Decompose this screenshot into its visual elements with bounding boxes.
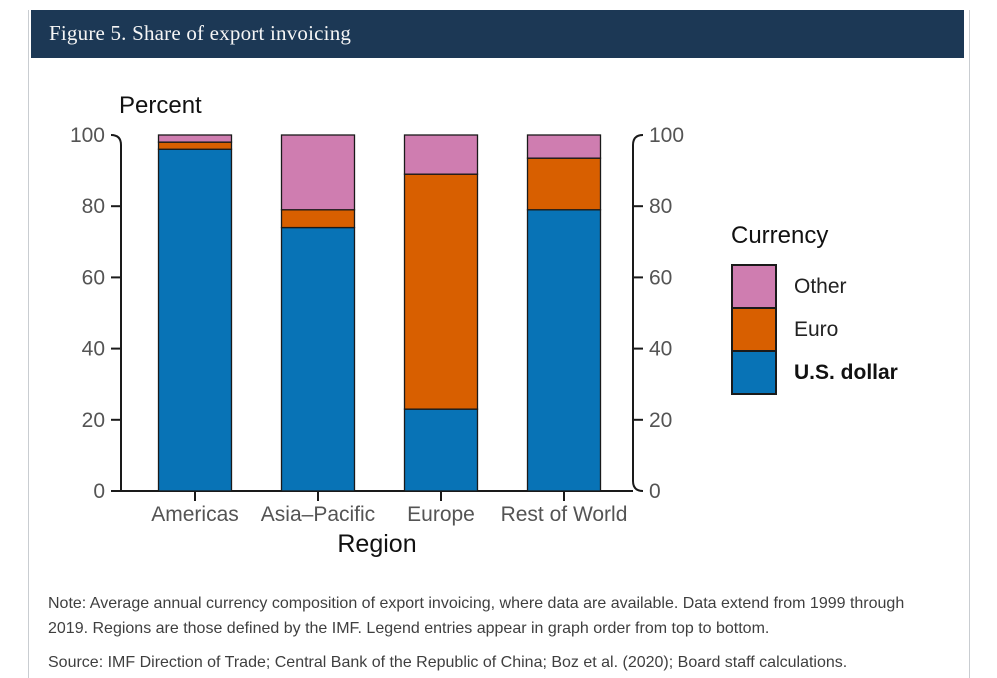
y-axis-right [632, 134, 644, 492]
legend-swatch-euro [731, 307, 777, 352]
bar-segment-americas-euro [157, 141, 233, 150]
y-tick-label-right: 80 [649, 195, 672, 218]
export-invoicing-chart: Percent 0 0 20 20 40 40 60 60 80 80 100 100 Americas A… [70, 92, 684, 558]
bar-segment-rest-of-world-other [526, 134, 602, 159]
y-axis-left [110, 134, 122, 491]
y-tick-label-left: 80 [82, 195, 105, 218]
legend-swatch-u-s-dollar [731, 350, 777, 395]
y-axis-title: Percent [119, 92, 202, 119]
legend-title: Currency [731, 222, 829, 249]
y-tick-label-left: 0 [93, 480, 105, 503]
bar-segment-rest-of-world-euro [526, 157, 602, 211]
bar-segment-europe-other [403, 134, 479, 175]
y-tick-label-right: 20 [649, 409, 672, 432]
legend-swatch-other [731, 264, 777, 309]
x-tick-label-rest-of-world: Rest of World [501, 503, 628, 526]
legend-entry-euro: Euro [731, 307, 898, 352]
x-tick-label-asia-pacific: Asia–Pacific [261, 503, 375, 526]
figure-title: Figure 5. Share of export invoicing [49, 21, 352, 45]
bar-segment-americas-other [157, 134, 233, 143]
bar-segment-rest-of-world-u-s-dollar [526, 209, 602, 492]
legend-label-euro: Euro [794, 317, 839, 341]
legend-entries: Other Euro U.S. dollar [731, 264, 898, 395]
x-tick-label-americas: Americas [151, 503, 239, 526]
y-tick-label-left: 100 [70, 124, 105, 147]
y-tick-label-left: 20 [82, 409, 105, 432]
x-axis-title: Region [337, 530, 416, 558]
bar-segment-americas-u-s-dollar [157, 148, 233, 492]
bar-segment-asia-pacific-euro [280, 209, 356, 229]
figure-panel: Figure 5. Share of export invoicing Perc… [28, 10, 970, 678]
x-tick-label-europe: Europe [407, 503, 475, 526]
y-tick-label-left: 40 [82, 338, 105, 361]
y-tick-label-left: 60 [82, 266, 105, 289]
y-tick-label-right: 60 [649, 266, 672, 289]
legend-label-other: Other [794, 274, 847, 298]
figure-source: Source: IMF Direction of Trade; Central … [48, 654, 848, 671]
legend-entry-u-s-dollar: U.S. dollar [731, 350, 898, 395]
bar-segment-europe-euro [403, 173, 479, 410]
figure-header: Figure 5. Share of export invoicing [31, 10, 964, 58]
figure-note: Note: Average annual currency compositio… [48, 595, 905, 637]
chart-legend: Currency Other Euro U.S. dollar [731, 222, 898, 395]
y-tick-label-right: 40 [649, 338, 672, 361]
y-tick-label-right: 100 [649, 124, 684, 147]
y-tick-label-right: 0 [649, 480, 661, 503]
legend-entry-other: Other [731, 264, 898, 309]
legend-label-u-s-dollar: U.S. dollar [794, 360, 898, 384]
bar-segment-asia-pacific-other [280, 134, 356, 211]
bar-segment-asia-pacific-u-s-dollar [280, 226, 356, 492]
bar-segment-europe-u-s-dollar [403, 408, 479, 492]
